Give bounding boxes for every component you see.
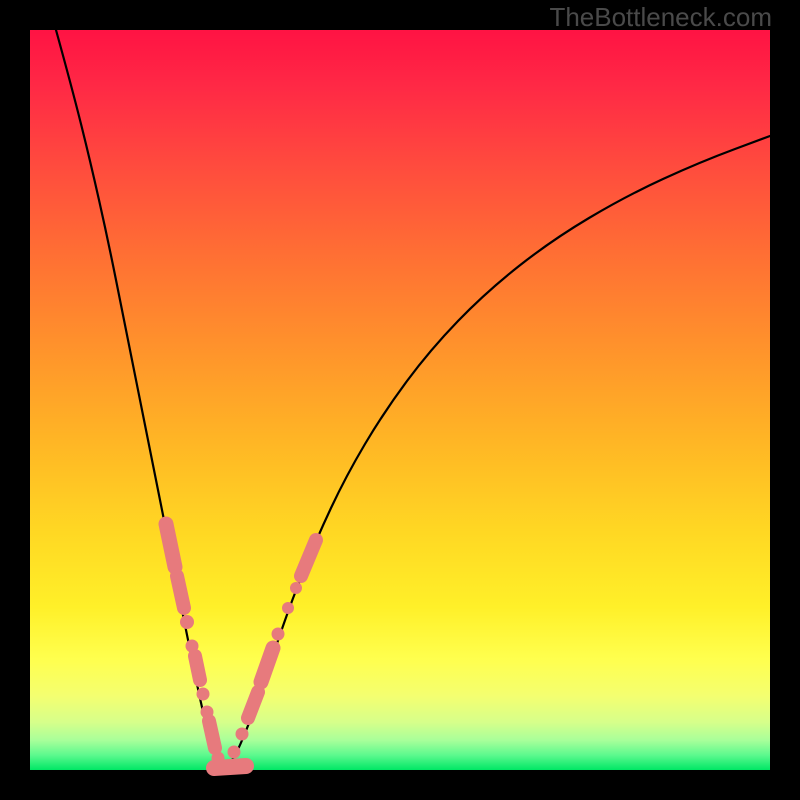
marker-dot <box>197 688 210 701</box>
marker-capsule <box>214 766 246 768</box>
watermark-text: TheBottleneck.com <box>549 2 772 33</box>
marker-dot <box>282 602 294 614</box>
stage: TheBottleneck.com <box>0 0 800 800</box>
marker-capsule <box>209 721 215 748</box>
marker-dot <box>272 628 285 641</box>
marker-capsule <box>177 576 184 608</box>
curve-layer <box>0 0 800 800</box>
marker-capsule <box>248 692 258 718</box>
marker-dot <box>236 728 249 741</box>
marker-dot <box>228 746 241 759</box>
marker-capsule <box>166 524 175 567</box>
marker-capsule <box>195 656 200 680</box>
marker-dot <box>180 615 194 629</box>
marker-dot <box>290 582 302 594</box>
